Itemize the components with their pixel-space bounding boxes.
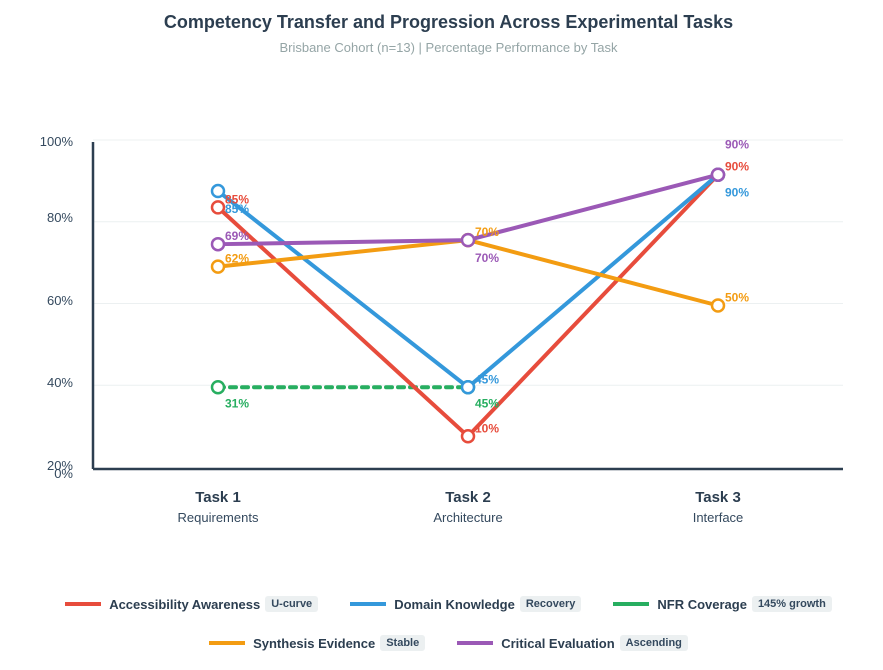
data-label: 90% bbox=[725, 186, 749, 200]
chart-subtitle: Brisbane Cohort (n=13) | Percentage Perf… bbox=[279, 40, 618, 55]
legend-badge: 145% growth bbox=[751, 596, 832, 612]
data-point bbox=[210, 200, 226, 215]
data-label: 69% bbox=[225, 229, 249, 243]
legend-badge: Ascending bbox=[619, 635, 688, 651]
y-tick-label: 20% bbox=[47, 458, 73, 473]
legend-swatch bbox=[209, 641, 246, 645]
legend-swatch bbox=[613, 602, 650, 606]
series-line bbox=[216, 172, 720, 439]
data-point bbox=[460, 232, 476, 248]
data-label: 90% bbox=[725, 160, 749, 174]
legend-badge: U-curve bbox=[265, 596, 319, 612]
legend-label: Critical Evaluation bbox=[501, 635, 615, 651]
y-tick-label: 60% bbox=[47, 293, 73, 308]
legend-label: NFR Coverage bbox=[657, 596, 747, 612]
data-point bbox=[210, 236, 226, 252]
y-tick-label: 0% bbox=[54, 466, 73, 481]
data-point bbox=[710, 298, 726, 313]
data-label: 85% bbox=[225, 202, 249, 216]
y-tick-label: 80% bbox=[47, 210, 73, 225]
y-tick-label: 100% bbox=[40, 134, 74, 149]
legend-badge: Recovery bbox=[519, 596, 582, 612]
legend-item-accessibility[interactable]: Accessibility Awareness U-curve bbox=[65, 596, 319, 612]
series-line bbox=[216, 172, 720, 390]
line-chart: 100% 80% 60% 40% 20%0% Task 1 Requirements Task… bbox=[40, 134, 843, 525]
legend-badge: Stable bbox=[380, 635, 426, 651]
chart-title: Competency Transfer and Progression Acro… bbox=[163, 12, 734, 32]
legend-item-critical[interactable]: Critical Evaluation Ascending bbox=[457, 635, 688, 651]
x-category-label: Task 2 bbox=[445, 489, 491, 506]
legend-swatch bbox=[457, 641, 494, 645]
legend-label: Synthesis Evidence bbox=[253, 635, 376, 651]
x-category-label: Task 1 bbox=[195, 489, 241, 506]
data-point bbox=[210, 259, 226, 274]
legend-label: Accessibility Awareness bbox=[109, 596, 261, 612]
x-category-label: Task 3 bbox=[695, 489, 741, 506]
data-label: 85% bbox=[225, 192, 249, 206]
legend-label: Domain Knowledge bbox=[394, 596, 515, 612]
legend-item-synthesis[interactable]: Synthesis Evidence Stable bbox=[209, 635, 426, 651]
data-label: 45% bbox=[475, 396, 499, 410]
data-label: 70% bbox=[475, 225, 499, 239]
data-label: 45% bbox=[475, 372, 499, 386]
x-category-sublabel: Architecture bbox=[433, 510, 502, 525]
data-point bbox=[210, 183, 226, 199]
legend-row-2: Synthesis Evidence Stable Critical Evalu… bbox=[0, 635, 883, 651]
legend-item-nfr[interactable]: NFR Coverage 145% growth bbox=[613, 596, 832, 612]
legend-swatch bbox=[350, 602, 387, 606]
data-point bbox=[460, 429, 476, 444]
data-point bbox=[460, 380, 476, 395]
legend-row-1: Accessibility Awareness U-curve Domain K… bbox=[0, 596, 883, 612]
data-point bbox=[710, 167, 726, 182]
x-category-sublabel: Interface bbox=[693, 510, 744, 525]
data-label: 70% bbox=[475, 251, 499, 265]
legend-item-domain[interactable]: Domain Knowledge Recovery bbox=[350, 596, 582, 612]
legend-swatch bbox=[65, 602, 102, 606]
data-label: 31% bbox=[225, 396, 249, 410]
y-tick-label: 40% bbox=[47, 375, 73, 390]
data-label: 10% bbox=[475, 421, 499, 435]
data-label: 62% bbox=[225, 252, 249, 266]
data-label: 50% bbox=[725, 291, 749, 305]
data-label: 90% bbox=[725, 138, 749, 152]
x-category-sublabel: Requirements bbox=[178, 510, 259, 525]
data-point bbox=[210, 380, 226, 395]
